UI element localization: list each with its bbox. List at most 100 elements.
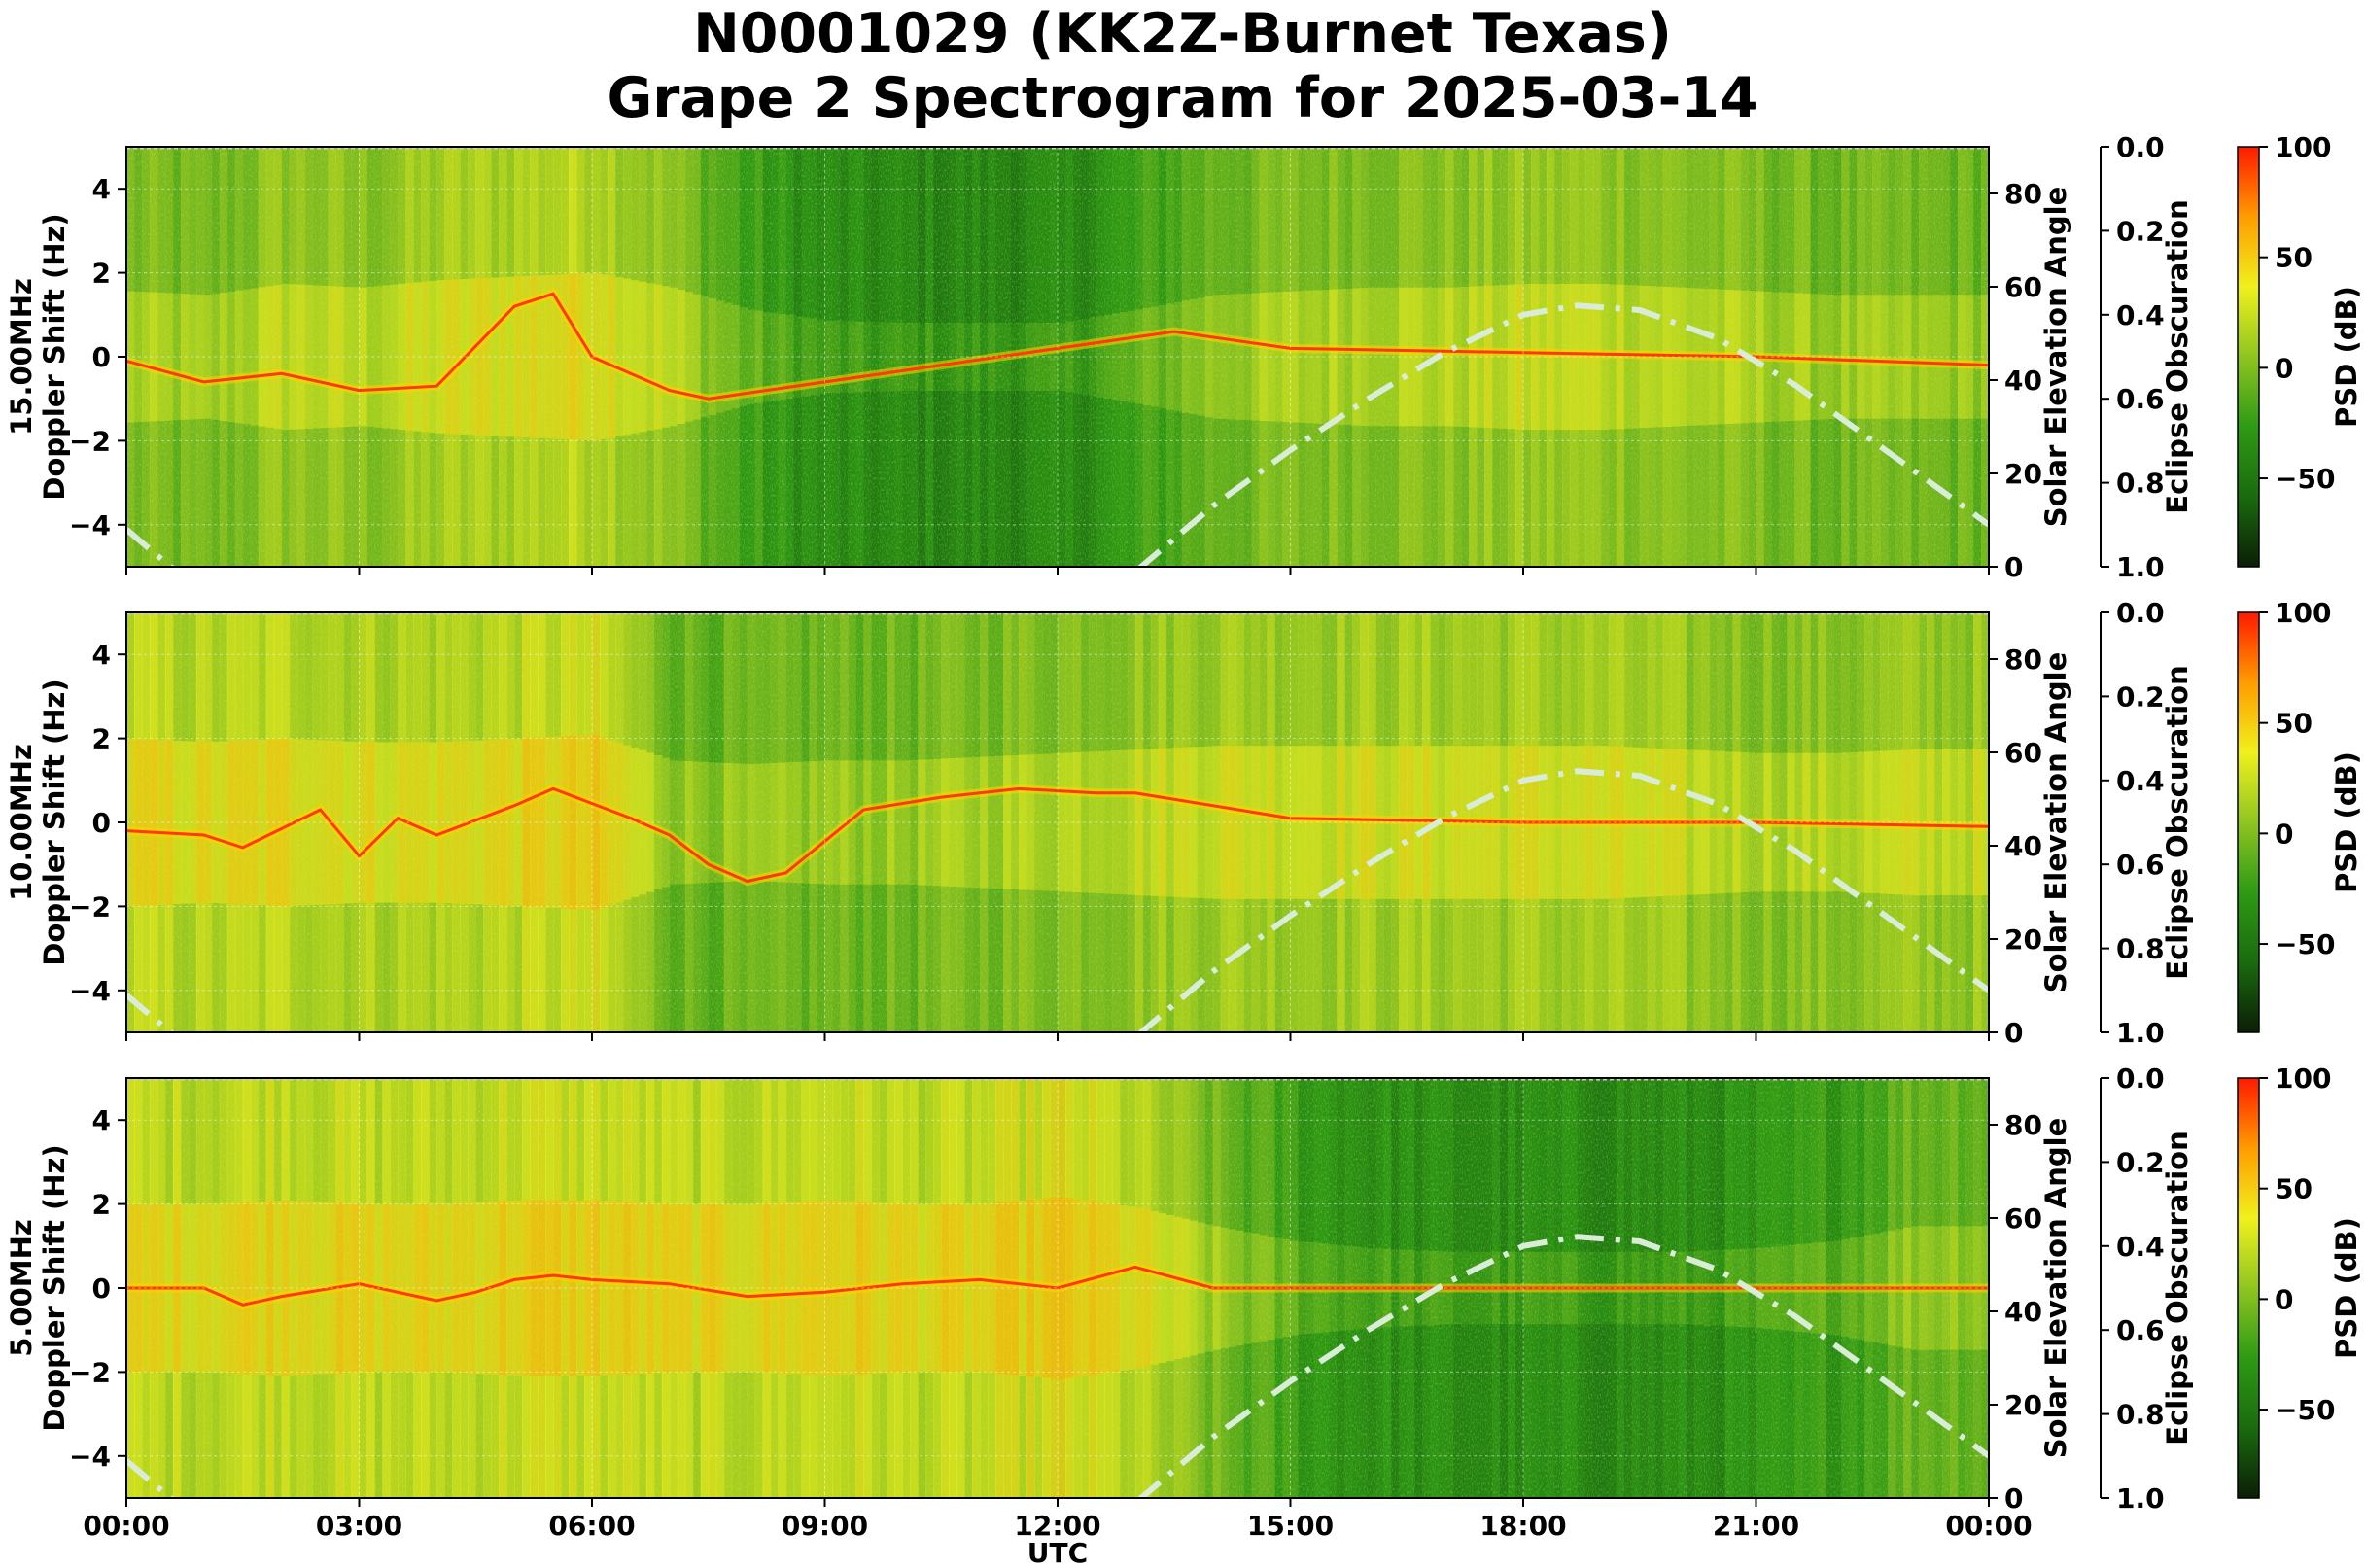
eclipse-tick-label: 0.8	[2116, 468, 2165, 500]
elevation-axis-label: Solar Elevation Angle	[2039, 187, 2072, 528]
colorbar-tick-label: 50	[2275, 1173, 2313, 1205]
grid-lines	[125, 147, 1990, 567]
y-axis-label: 15.00MHzDoppler Shift (Hz)	[5, 213, 71, 500]
colorbar	[2237, 611, 2260, 1033]
eclipse-tick-label: 0.0	[2116, 597, 2165, 629]
colorbar-tick-label: −50	[2275, 463, 2335, 495]
elevation-axis-label: Solar Elevation Angle	[2039, 1118, 2072, 1459]
x-axis-label: UTC	[1027, 1537, 1088, 1568]
y-tick-label: 0	[92, 1272, 111, 1305]
eclipse-tick-label: 0.2	[2116, 1146, 2165, 1178]
eclipse-tick-label: 1.0	[2116, 551, 2165, 583]
eclipse-tick-label: 0.6	[2116, 383, 2165, 415]
x-tick-label: 18:00	[1479, 1510, 1566, 1542]
eclipse-tick-label: 0.2	[2116, 680, 2165, 713]
colorbar-tick-label: −50	[2275, 928, 2335, 960]
elevation-tick-label: 20	[2004, 1389, 2042, 1421]
elevation-axis-label: Solar Elevation Angle	[2039, 652, 2072, 993]
eclipse-tick-label: 0.6	[2116, 1314, 2165, 1346]
y-tick-label: −4	[69, 1441, 111, 1473]
eclipse-tick-label: 0.8	[2116, 933, 2165, 965]
elevation-tick-label: 0	[2004, 1482, 2023, 1515]
title-line-1: N0001029 (KK2Z-Burnet Texas)	[693, 2, 1672, 66]
doppler-trace	[125, 292, 1990, 401]
y-tick-label: 2	[92, 1189, 111, 1221]
colorbar-tick-label: 100	[2275, 597, 2331, 629]
x-tick-label: 09:00	[782, 1510, 868, 1542]
y-tick-label: 0	[92, 341, 111, 373]
elevation-tick-label: 0	[2004, 1017, 2023, 1049]
title-line-2: Grape 2 Spectrogram for 2025-03-14	[607, 66, 1758, 130]
doppler-label: Doppler Shift (Hz)	[38, 1144, 71, 1431]
x-tick-label: 00:00	[83, 1510, 169, 1542]
eclipse-tick-label: 0.4	[2116, 1231, 2165, 1263]
panel-1500mhz: −4 −2 0 2 4 15.00MHzDoppler Shift (Hz) 0 20 40 60…	[5, 131, 2363, 583]
panel-1000mhz: −4 −2 0 2 4 10.00MHzDoppler Shift (Hz) 0 20 40 60…	[5, 597, 2363, 1049]
colorbar	[2237, 146, 2260, 568]
y-axis-label: 5.00MHzDoppler Shift (Hz)	[5, 1144, 71, 1431]
eclipse-tick-label: 0.4	[2116, 765, 2165, 797]
colorbar-label: PSD (dB)	[2330, 751, 2363, 893]
elevation-tick-label: 40	[2004, 830, 2042, 862]
eclipse-tick-label: 1.0	[2116, 1017, 2165, 1049]
x-tick-label: 21:00	[1713, 1510, 1799, 1542]
eclipse-axis-label: Eclipse Obscuration	[2161, 1131, 2194, 1445]
elevation-tick-label: 20	[2004, 923, 2042, 956]
eclipse-tick-label: 0.2	[2116, 215, 2165, 247]
colorbar-tick-label: 50	[2275, 242, 2313, 274]
y-tick-label: −4	[69, 509, 111, 541]
doppler-label: Doppler Shift (Hz)	[38, 679, 71, 965]
eclipse-axis-label: Eclipse Obscuration	[2161, 199, 2194, 513]
x-tick-label: 06:00	[548, 1510, 635, 1542]
colorbar-tick-label: 100	[2275, 1063, 2331, 1095]
eclipse-tick-label: 0.0	[2116, 131, 2165, 163]
elevation-tick-label: 40	[2004, 365, 2042, 397]
y-tick-label: 2	[92, 723, 111, 755]
elevation-tick-label: 80	[2004, 178, 2042, 210]
eclipse-tick-label: 0.8	[2116, 1399, 2165, 1431]
y-tick-label: −4	[69, 975, 111, 1007]
elevation-tick-label: 0	[2004, 551, 2023, 583]
colorbar-tick-label: 0	[2275, 1283, 2293, 1315]
page-title: N0001029 (KK2Z-Burnet Texas) Grape 2 Spe…	[0, 2, 2365, 130]
elevation-tick-label: 60	[2004, 271, 2042, 303]
colorbar-tick-label: 50	[2275, 708, 2313, 740]
y-tick-label: 4	[92, 1104, 111, 1136]
x-tick-label: 15:00	[1247, 1510, 1334, 1542]
y-tick-label: 4	[92, 173, 111, 205]
colorbar-tick-label: −50	[2275, 1394, 2335, 1426]
y-tick-label: 2	[92, 258, 111, 290]
elevation-tick-label: 80	[2004, 1109, 2042, 1141]
solar-elevation-curve	[126, 768, 1989, 1032]
y-tick-label: −2	[69, 425, 111, 457]
x-tick-label: 12:00	[1014, 1510, 1100, 1542]
eclipse-axis-label: Eclipse Obscuration	[2161, 665, 2194, 979]
doppler-trace	[125, 786, 1990, 884]
y-tick-label: 0	[92, 807, 111, 839]
solar-elevation-curve	[126, 1234, 1989, 1498]
y-axis-label: 10.00MHzDoppler Shift (Hz)	[5, 679, 71, 965]
elevation-tick-label: 40	[2004, 1296, 2042, 1328]
x-tick-label: 03:00	[316, 1510, 402, 1542]
doppler-label: Doppler Shift (Hz)	[38, 213, 71, 500]
colorbar-tick-label: 100	[2275, 131, 2331, 163]
frequency-label: 5.00MHz	[5, 1219, 38, 1357]
doppler-trace	[126, 1265, 1989, 1307]
eclipse-tick-label: 0.6	[2116, 849, 2165, 881]
x-tick-label: 00:00	[1945, 1510, 2032, 1542]
colorbar-label: PSD (dB)	[2330, 1217, 2363, 1359]
frequency-label: 15.00MHz	[5, 278, 38, 436]
colorbar-label: PSD (dB)	[2330, 286, 2363, 428]
eclipse-tick-label: 1.0	[2116, 1482, 2165, 1515]
solar-elevation-curve	[126, 302, 1989, 567]
elevation-tick-label: 60	[2004, 737, 2042, 769]
elevation-tick-label: 20	[2004, 458, 2042, 490]
colorbar-tick-label: 0	[2275, 818, 2293, 850]
colorbar-tick-label: 0	[2275, 352, 2293, 384]
elevation-tick-label: 80	[2004, 644, 2042, 676]
colorbar	[2237, 1077, 2260, 1499]
y-tick-label: −2	[69, 1356, 111, 1388]
panel-500mhz: −4 −2 0 2 4 5.00MHzDoppler Shift (Hz) 00:00 03:…	[5, 1063, 2363, 1568]
y-tick-label: −2	[69, 890, 111, 923]
